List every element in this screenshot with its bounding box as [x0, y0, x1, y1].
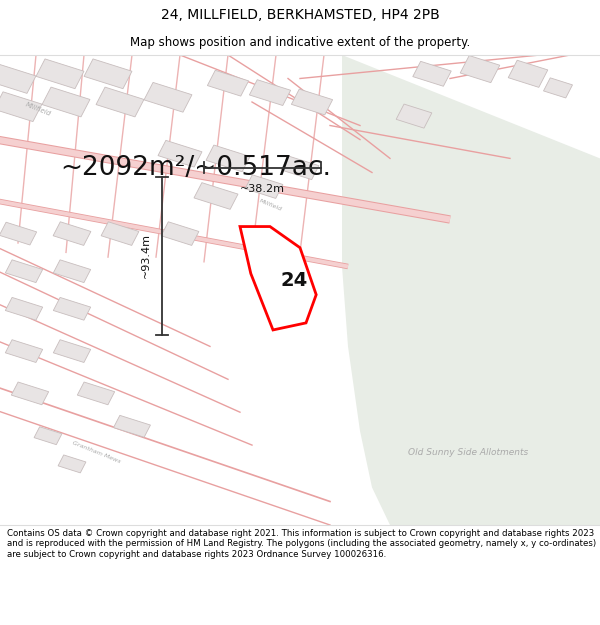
Bar [53, 260, 91, 282]
Bar [161, 222, 199, 246]
Bar [206, 145, 250, 172]
Bar [292, 89, 332, 115]
Bar [208, 70, 248, 96]
Bar [96, 87, 144, 117]
Text: Old Sunny Side Allotments: Old Sunny Side Allotments [408, 448, 528, 457]
Polygon shape [240, 226, 316, 330]
Bar [413, 61, 451, 86]
Text: Millfield: Millfield [24, 101, 52, 117]
Text: Grantham Mews: Grantham Mews [72, 440, 122, 464]
Bar [5, 298, 43, 320]
Bar [0, 92, 42, 122]
Bar [34, 427, 62, 444]
Text: Map shows position and indicative extent of the property.: Map shows position and indicative extent… [130, 36, 470, 49]
Bar [460, 56, 500, 82]
Bar [84, 59, 132, 89]
Text: Millfield: Millfield [258, 199, 283, 212]
Polygon shape [342, 55, 600, 525]
Text: Contains OS data © Crown copyright and database right 2021. This information is : Contains OS data © Crown copyright and d… [7, 529, 596, 559]
Text: ~38.2m: ~38.2m [240, 184, 285, 194]
Bar [0, 222, 37, 245]
Bar [5, 340, 43, 362]
Text: 24, MILLFIELD, BERKHAMSTED, HP4 2PB: 24, MILLFIELD, BERKHAMSTED, HP4 2PB [161, 8, 439, 22]
Bar [396, 104, 432, 128]
Text: ~93.4m: ~93.4m [141, 233, 151, 278]
Bar [158, 141, 202, 167]
Bar [508, 60, 548, 88]
Bar [113, 416, 151, 437]
Bar [58, 455, 86, 473]
Bar [53, 298, 91, 320]
Bar [53, 222, 91, 246]
Bar [250, 80, 290, 106]
Bar [281, 156, 319, 179]
Bar [0, 64, 36, 93]
Bar [77, 382, 115, 405]
Bar [5, 260, 43, 282]
Bar [42, 87, 90, 117]
Text: 24: 24 [280, 271, 308, 290]
Bar [53, 340, 91, 362]
Bar [245, 175, 283, 198]
Text: ~2092m²/~0.517ac.: ~2092m²/~0.517ac. [60, 155, 331, 181]
Bar [11, 382, 49, 405]
Bar [36, 59, 84, 89]
Bar [194, 182, 238, 209]
Bar [544, 78, 572, 98]
Bar [144, 82, 192, 112]
Bar [101, 222, 139, 246]
